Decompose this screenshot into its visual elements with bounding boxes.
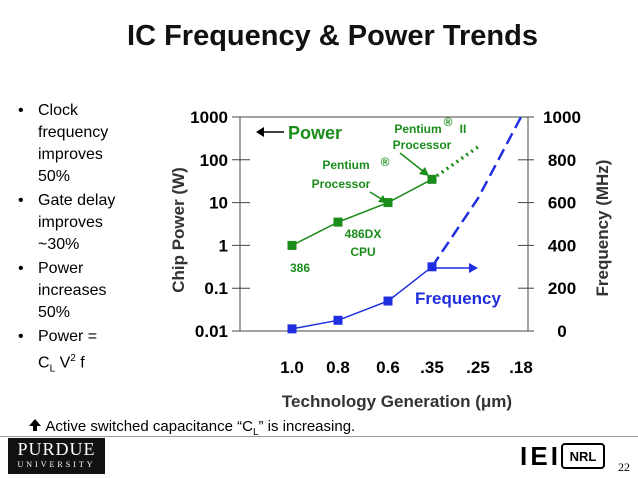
arrow-icon: [29, 419, 41, 431]
y2-tick-label: 600: [548, 194, 576, 213]
bullet-list: Clock frequency improves 50% Gate delay i…: [18, 100, 143, 383]
bullet-text: Clock frequency improves 50%: [38, 102, 109, 185]
annotation: Pentium: [394, 122, 441, 136]
divider: [0, 436, 638, 437]
page-number: 22: [618, 460, 630, 474]
bullet-text: L: [49, 363, 56, 375]
x-tick-label: 1.0: [280, 358, 304, 377]
x-tick-label: .25: [466, 358, 490, 377]
y-tick-label: 100: [200, 151, 228, 170]
logo-text: PURDUE: [17, 439, 96, 459]
series-line: [291, 266, 433, 330]
logo-text: IEI: [520, 441, 558, 471]
series-label: Frequency: [415, 289, 502, 308]
y-tick-label: 0.01: [195, 322, 228, 341]
annotation: ®: [381, 155, 390, 169]
arrow: [399, 152, 425, 173]
bullet: Clock frequency improves 50%: [18, 100, 143, 188]
arrow-head: [256, 127, 264, 137]
y2-tick-label: 800: [548, 151, 576, 170]
series-line: [430, 116, 523, 268]
annotation: Processor: [312, 177, 371, 191]
data-point: [333, 315, 343, 325]
y2-tick-label: 200: [548, 279, 576, 298]
arrow-head: [419, 167, 429, 176]
x-axis-title: Technology Generation (μm): [282, 392, 512, 411]
y2-tick-label: 1000: [543, 108, 581, 127]
x-tick-label: .18: [509, 358, 533, 377]
logo: PURDUE UNIVERSITY: [8, 438, 105, 474]
footnote-text: L: [252, 427, 259, 438]
y-tick-label: 0.1: [204, 279, 228, 298]
logo-frame: [561, 443, 605, 469]
x-tick-label: 0.8: [326, 358, 350, 377]
x-tick-label: .35: [420, 358, 444, 377]
arrow-head: [378, 195, 387, 203]
logo: IEI NRL: [520, 441, 605, 471]
bullet-text: V: [55, 354, 71, 372]
annotation: CPU: [350, 245, 375, 259]
bullet-text: Power increases 50%: [38, 260, 107, 321]
series-line: [291, 178, 433, 247]
data-point: [383, 296, 393, 306]
y2-axis-title: Frequency (MHz): [593, 160, 612, 297]
series-label: Power: [288, 123, 342, 143]
footnote-text: ” is increasing.: [258, 418, 356, 435]
data-point: [383, 198, 393, 208]
y-tick-label: 1: [219, 236, 228, 255]
x-tick-label: 0.6: [376, 358, 400, 377]
annotation: Pentium: [322, 158, 369, 172]
bullet: Power = CL V2 f: [18, 326, 143, 381]
annotation: ®: [444, 115, 453, 129]
data-point: [287, 240, 297, 250]
annotation: Processor: [393, 138, 452, 152]
bullet: Power increases 50%: [18, 258, 143, 324]
annotation: 486DX: [345, 227, 382, 241]
y2-tick-label: 400: [548, 236, 576, 255]
slide-title: IC Frequency & Power Trends: [127, 20, 538, 52]
annotation: 386: [290, 261, 310, 275]
bullet-text: C: [38, 354, 50, 372]
footnote: Active switched capacitance “CL” is incr…: [28, 418, 355, 438]
y2-tick-label: 0: [557, 322, 566, 341]
bullet-text: Power =: [38, 328, 98, 345]
data-point: [333, 217, 343, 227]
y-tick-label: 10: [209, 194, 228, 213]
logo-text: UNIVERSITY: [17, 460, 96, 469]
bullet-text: f: [75, 354, 85, 372]
bullet-text: 2: [70, 353, 76, 364]
y-axis-title: Chip Power (W): [169, 167, 188, 293]
bullet: Gate delay improves ~30%: [18, 190, 143, 256]
y-tick-label: 1000: [190, 108, 228, 127]
logo-text: NRL: [570, 449, 597, 464]
data-point: [287, 324, 297, 334]
footnote-text: Active switched capacitance “C: [45, 418, 253, 435]
bullet-text: Gate delay improves ~30%: [38, 192, 116, 253]
arrow-head: [469, 263, 478, 273]
annotation: II: [460, 122, 467, 136]
